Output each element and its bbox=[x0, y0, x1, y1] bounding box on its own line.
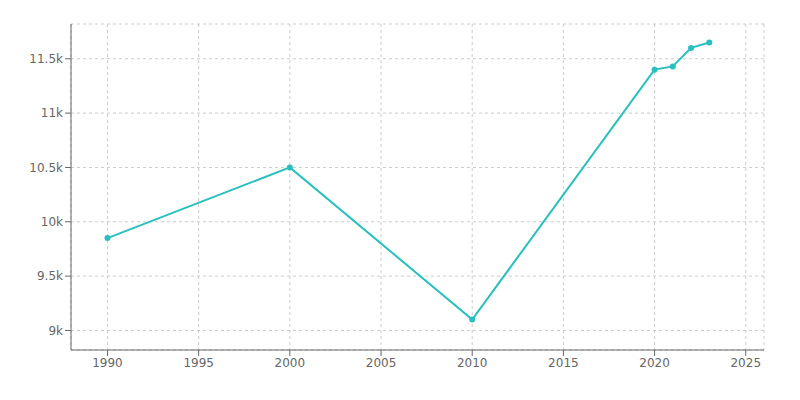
svg-text:9.5k: 9.5k bbox=[37, 269, 63, 283]
svg-text:9k: 9k bbox=[48, 324, 63, 338]
svg-text:2020: 2020 bbox=[639, 356, 670, 370]
svg-text:2015: 2015 bbox=[548, 356, 579, 370]
svg-text:1990: 1990 bbox=[92, 356, 123, 370]
svg-text:2000: 2000 bbox=[275, 356, 306, 370]
svg-text:1995: 1995 bbox=[183, 356, 214, 370]
svg-text:2005: 2005 bbox=[366, 356, 397, 370]
svg-text:10.5k: 10.5k bbox=[29, 161, 63, 175]
svg-text:11k: 11k bbox=[41, 106, 63, 120]
svg-text:10k: 10k bbox=[41, 215, 63, 229]
svg-text:2025: 2025 bbox=[730, 356, 761, 370]
svg-text:2010: 2010 bbox=[457, 356, 488, 370]
svg-text:11.5k: 11.5k bbox=[29, 52, 63, 66]
